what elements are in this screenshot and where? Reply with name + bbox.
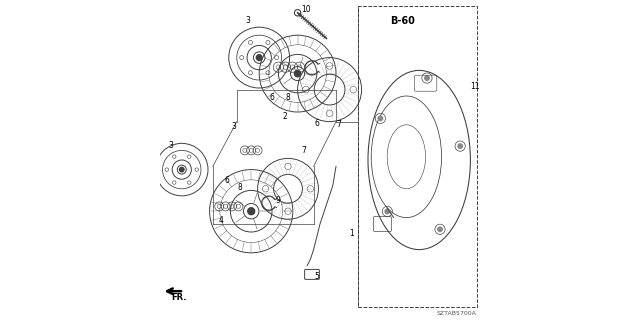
Text: 8: 8 bbox=[237, 183, 243, 192]
Text: 9: 9 bbox=[276, 196, 281, 204]
Text: 7: 7 bbox=[337, 120, 342, 129]
Text: 10: 10 bbox=[301, 5, 310, 14]
Circle shape bbox=[248, 208, 255, 215]
Circle shape bbox=[385, 209, 390, 214]
Bar bbox=[358, 6, 477, 307]
Text: 3: 3 bbox=[169, 141, 173, 150]
Circle shape bbox=[438, 227, 442, 232]
Text: 6: 6 bbox=[314, 119, 319, 128]
Text: 2: 2 bbox=[282, 112, 287, 121]
Text: 4: 4 bbox=[218, 216, 223, 225]
Text: 6: 6 bbox=[225, 176, 230, 185]
Text: 8: 8 bbox=[285, 93, 291, 102]
Text: 3: 3 bbox=[231, 122, 236, 131]
Circle shape bbox=[179, 167, 184, 172]
Text: 11: 11 bbox=[470, 82, 480, 91]
Circle shape bbox=[294, 70, 301, 77]
Text: 7: 7 bbox=[301, 146, 307, 155]
Circle shape bbox=[256, 55, 262, 60]
Text: B-60: B-60 bbox=[390, 16, 415, 26]
Text: 1: 1 bbox=[349, 229, 355, 238]
Circle shape bbox=[378, 116, 383, 121]
Text: 3: 3 bbox=[246, 16, 250, 25]
Text: 6: 6 bbox=[269, 93, 275, 102]
Text: FR.: FR. bbox=[171, 293, 186, 302]
Circle shape bbox=[458, 144, 463, 148]
Text: 5: 5 bbox=[314, 272, 319, 281]
Circle shape bbox=[425, 76, 429, 80]
Text: SZTAB5700A: SZTAB5700A bbox=[437, 311, 477, 316]
